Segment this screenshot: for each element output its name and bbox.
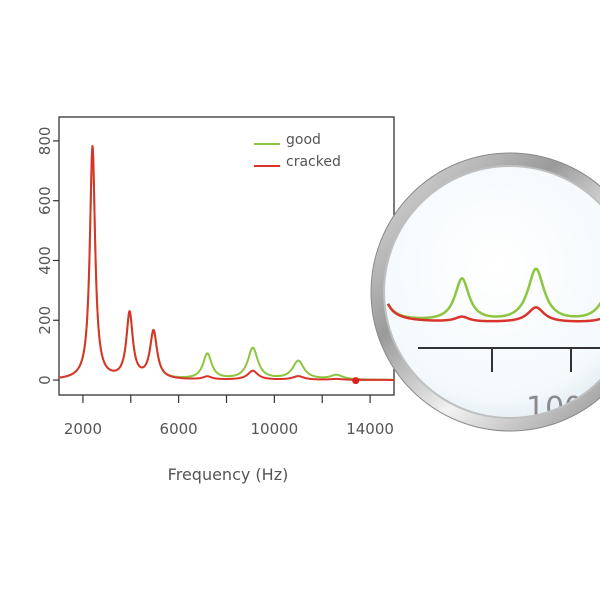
x-tick-label: 2000 [64, 420, 102, 438]
y-tick-label: 600 [36, 186, 54, 215]
series-layer [59, 144, 394, 381]
magnifier: 1000 [370, 152, 600, 432]
x-tick-label: 10000 [250, 420, 298, 438]
marker-dot [352, 377, 360, 385]
magnified-series-good [386, 267, 600, 320]
x-axis-label: Frequency (Hz) [168, 465, 289, 484]
plot-frame [58, 116, 395, 396]
x-tick-label: 6000 [160, 420, 198, 438]
legend-label: cracked [286, 154, 341, 170]
magnified-series-cracked [386, 303, 600, 324]
y-axis: 0 200 400 600 800 [36, 127, 59, 385]
marker-layer [352, 377, 360, 385]
magnifier-lens [385, 167, 600, 417]
legend-label: good [286, 132, 321, 148]
x-axis: 2000 6000 10000 14000 [64, 395, 394, 438]
y-tick-label: 0 [36, 375, 54, 385]
series-line-cracked [59, 144, 394, 381]
y-tick-label: 400 [36, 246, 54, 275]
y-tick-label: 200 [36, 306, 54, 335]
y-tick-label: 800 [36, 127, 54, 156]
x-tick-label: 14000 [346, 420, 394, 438]
legend: good cracked [254, 132, 341, 170]
